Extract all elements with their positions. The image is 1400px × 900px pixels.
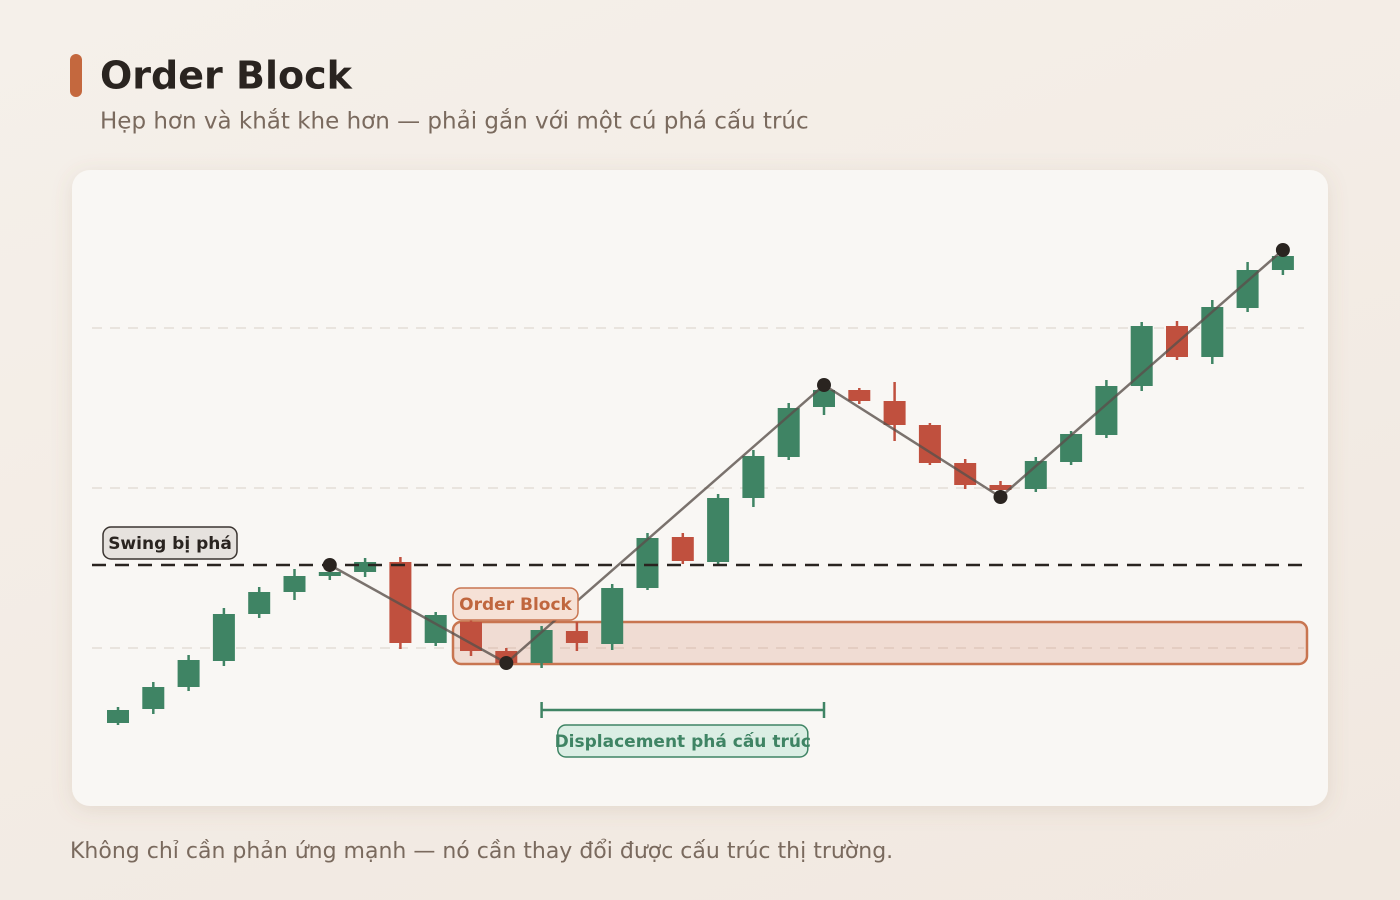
candle-body	[1060, 434, 1083, 462]
swing-label: Swing bị phá	[108, 534, 232, 554]
candle-body	[989, 485, 1012, 490]
candle-body	[354, 562, 377, 572]
card	[72, 170, 1328, 806]
candle-body	[142, 687, 165, 709]
candle-body	[318, 572, 341, 576]
order-block-zone	[451, 620, 1309, 666]
swing-point	[499, 656, 514, 670]
candle-body	[1130, 326, 1153, 386]
swing-point	[1275, 243, 1290, 257]
candle-body	[212, 614, 235, 661]
candle-body	[813, 390, 835, 407]
candle-body	[742, 456, 765, 498]
candle-body	[883, 401, 906, 425]
order-block-label-box	[452, 587, 579, 621]
candle-body	[107, 710, 129, 723]
footer: Không chỉ cần phản ứng mạnh — nó cần tha…	[70, 839, 893, 864]
candle-body	[671, 537, 694, 561]
title: Order Block	[100, 54, 353, 98]
swing-point	[993, 490, 1008, 504]
swing-point	[817, 378, 831, 392]
candle-body	[918, 425, 941, 463]
candle-body	[1236, 270, 1259, 308]
displacement-label-box	[557, 724, 809, 758]
candle-body	[460, 622, 482, 651]
candle-body	[530, 630, 553, 663]
swing-label-box	[102, 526, 238, 560]
order-block-label: Order Block	[459, 595, 572, 615]
swing-point	[322, 558, 337, 572]
candle-body	[601, 588, 624, 644]
candle-body	[389, 562, 412, 643]
candle-body	[1201, 307, 1224, 357]
candle-body	[248, 592, 271, 614]
candle-body	[1271, 256, 1294, 270]
displacement-label: Displacement phá cấu trúc	[555, 731, 811, 752]
candle-body	[565, 631, 588, 643]
candle-body	[1024, 461, 1047, 489]
candle-body	[707, 498, 730, 562]
candle-body	[283, 576, 306, 592]
candle-body	[636, 538, 659, 588]
title-accent	[70, 54, 82, 97]
subtitle: Hẹp hơn và khắt khe hơn — phải gắn với m…	[100, 108, 809, 135]
candle-body	[848, 390, 871, 401]
candle-body	[177, 660, 200, 687]
